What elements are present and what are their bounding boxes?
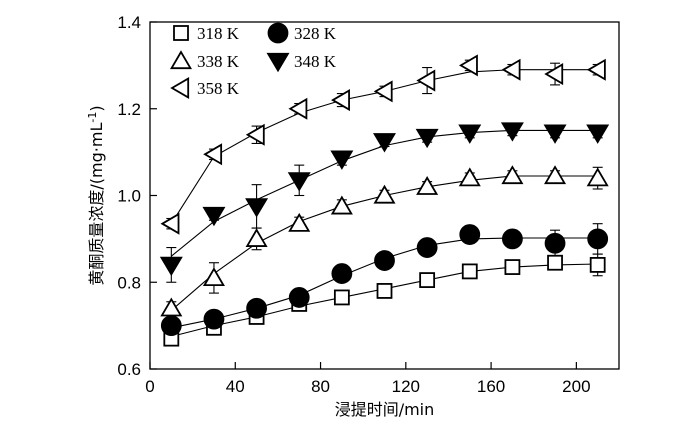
legend-item: 318 K	[173, 24, 240, 43]
data-point-348k	[159, 256, 183, 277]
data-point-328k	[203, 308, 225, 330]
data-point-328k	[288, 287, 310, 308]
fit-curve-0	[171, 263, 598, 338]
y-tick-label: 1.2	[117, 100, 141, 119]
data-markers	[159, 54, 610, 347]
y-axis-label-sup: -1	[86, 112, 99, 123]
data-point-348k	[458, 124, 482, 144]
data-point-358k	[160, 212, 180, 235]
x-tick-label: 120	[392, 377, 420, 396]
y-tick-label: 1.4	[117, 13, 141, 32]
data-point-328k	[160, 315, 182, 337]
y-tick-label: 1.0	[117, 187, 141, 206]
y-tick-label: 0.6	[117, 360, 141, 379]
legend-item: 348 K	[266, 52, 337, 73]
data-point-338k	[245, 228, 268, 247]
data-point-318k	[589, 256, 606, 273]
legend-label: 358 K	[197, 79, 240, 98]
legend-item: 338 K	[169, 50, 240, 71]
data-point-358k	[373, 80, 393, 103]
data-point-358k	[544, 63, 564, 86]
data-point-358k	[458, 54, 478, 77]
x-tick-label: 160	[477, 377, 505, 396]
legend-label: 338 K	[197, 52, 240, 71]
data-point-348k	[415, 128, 439, 149]
data-point-348k	[500, 122, 524, 142]
data-point-358k	[501, 58, 521, 81]
data-point-348k	[245, 198, 269, 218]
data-point-358k	[331, 89, 350, 112]
data-point-338k	[373, 184, 396, 204]
y-axis-label-main: 黄酮质量浓度/(mg·mL	[87, 123, 106, 286]
data-point-318k	[547, 254, 563, 271]
data-point-358k	[245, 123, 265, 146]
data-point-348k	[287, 172, 311, 192]
data-point-348k	[330, 150, 354, 170]
y-tick-label: 0.8	[117, 273, 141, 292]
data-point-348k	[202, 206, 226, 227]
data-point-338k	[544, 165, 567, 185]
legend-label: 348 K	[294, 52, 337, 71]
data-point-338k	[202, 267, 225, 287]
data-point-348k	[373, 133, 396, 153]
legend-label: 318 K	[197, 24, 240, 43]
legend-marker	[267, 22, 289, 44]
data-point-338k	[586, 167, 609, 187]
x-tick-label: 0	[145, 377, 154, 396]
data-point-328k	[459, 224, 481, 245]
y-axis-label: 黄酮质量浓度/(mg·mL-1)	[86, 105, 106, 285]
data-point-328k	[544, 232, 566, 254]
legend-item: 328 K	[267, 22, 337, 44]
axis-ticks	[149, 21, 577, 370]
x-tick-label: 200	[562, 377, 590, 396]
data-point-328k	[246, 297, 267, 319]
data-point-338k	[330, 195, 353, 215]
data-point-338k	[288, 212, 311, 232]
legend-marker	[170, 76, 190, 100]
data-point-338k	[416, 176, 439, 195]
data-point-318k	[376, 283, 393, 299]
x-axis-label: 浸提时间/min	[335, 400, 435, 419]
data-point-348k	[586, 124, 610, 144]
data-point-358k	[203, 143, 223, 166]
legend: 318 K 328 K 338 K 348 K 358 K	[169, 22, 337, 100]
legend-item: 358 K	[170, 76, 240, 100]
tick-labels: 0 40 80 120 160 200 0.6 0.8 1.0 1.2 1.4	[117, 13, 590, 396]
data-point-338k	[160, 297, 183, 317]
legend-label: 328 K	[294, 24, 337, 43]
x-tick-label: 40	[226, 377, 245, 396]
data-point-318k	[333, 289, 350, 306]
data-point-338k	[458, 167, 481, 187]
data-point-318k	[461, 263, 478, 280]
legend-marker	[266, 52, 290, 73]
data-point-358k	[416, 69, 436, 92]
data-point-328k	[374, 250, 395, 271]
data-point-358k	[586, 58, 606, 81]
data-point-338k	[501, 165, 524, 185]
data-point-358k	[288, 97, 308, 120]
data-point-348k	[543, 124, 567, 144]
data-point-318k	[419, 272, 436, 288]
data-point-328k	[416, 237, 438, 258]
data-point-328k	[587, 228, 609, 250]
data-point-318k	[504, 259, 521, 275]
data-point-328k	[502, 228, 523, 250]
x-tick-label: 80	[311, 377, 330, 396]
legend-marker	[173, 25, 189, 41]
legend-marker	[169, 50, 193, 70]
y-axis-label-close: )	[87, 105, 106, 111]
data-point-328k	[331, 263, 353, 284]
